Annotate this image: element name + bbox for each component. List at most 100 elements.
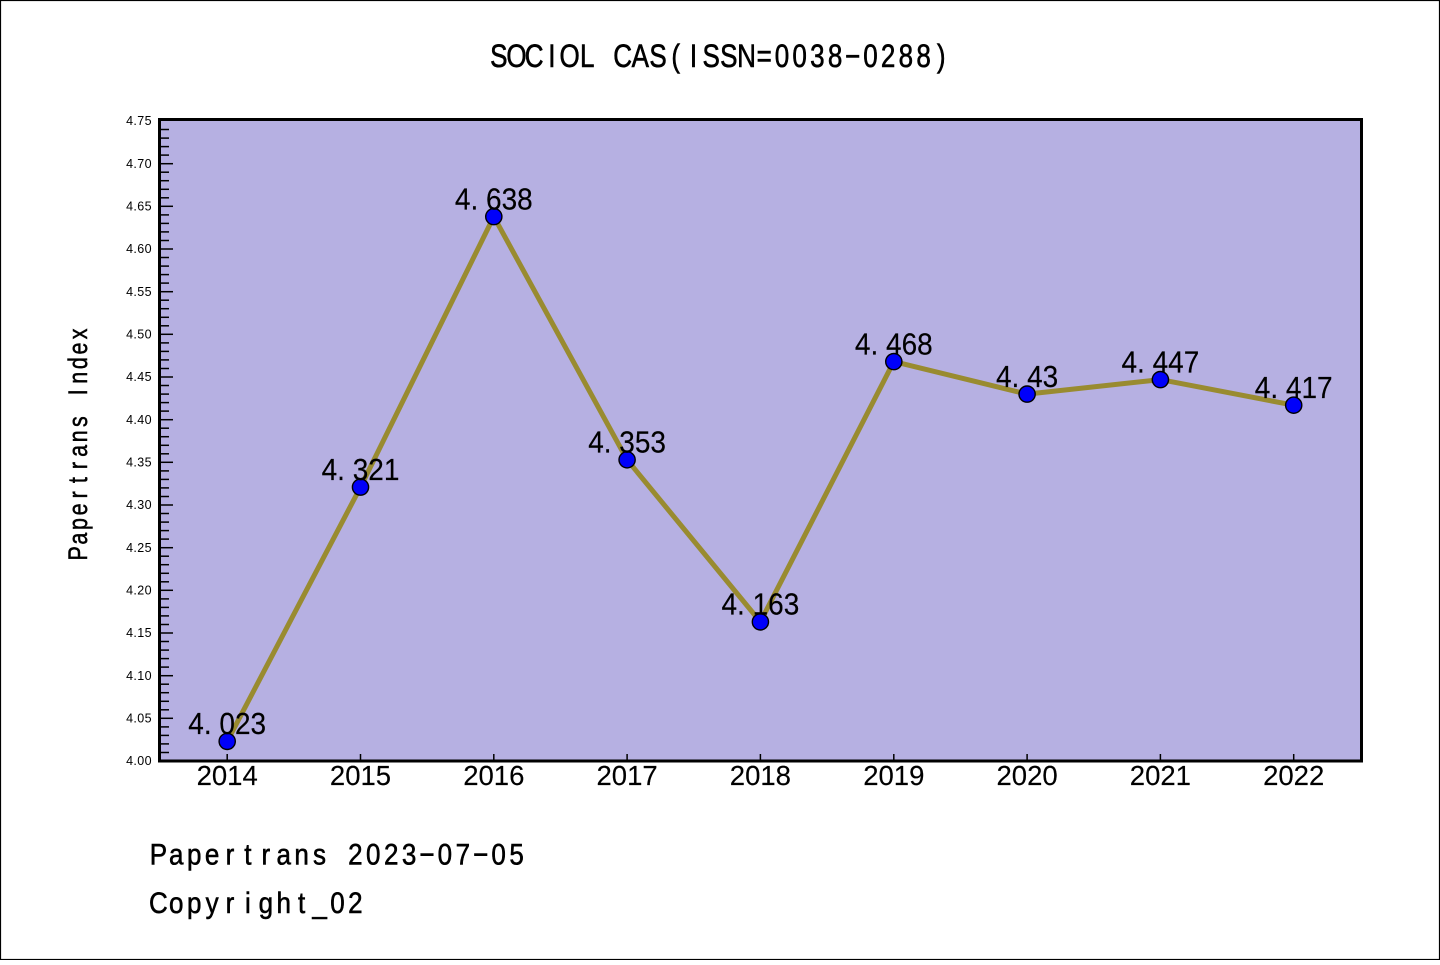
svg-text:o: o (169, 886, 183, 919)
svg-text:2: 2 (881, 39, 895, 74)
svg-text:_: _ (311, 886, 327, 919)
svg-text:2016: 2016 (463, 760, 524, 791)
svg-text:4.45: 4.45 (126, 370, 152, 384)
svg-text:A: A (632, 39, 650, 74)
svg-text:4. 468: 4. 468 (855, 327, 933, 361)
svg-text:(: ( (671, 39, 680, 74)
svg-text:P: P (150, 838, 167, 871)
svg-text:n: n (64, 372, 94, 384)
svg-text:0: 0 (491, 838, 505, 871)
svg-text:3: 3 (402, 838, 416, 871)
svg-text:i: i (245, 886, 251, 919)
svg-text:t: t (244, 838, 251, 871)
svg-text:e: e (64, 343, 94, 355)
svg-text:0: 0 (792, 39, 806, 74)
svg-text:2022: 2022 (1263, 760, 1324, 791)
svg-text:O: O (559, 39, 579, 74)
svg-text:4.35: 4.35 (126, 456, 152, 470)
svg-text:s: s (313, 838, 326, 871)
svg-text:4.30: 4.30 (126, 498, 152, 512)
svg-text:2018: 2018 (730, 760, 791, 791)
svg-text:2: 2 (348, 838, 362, 871)
svg-text:r: r (64, 462, 94, 469)
svg-text:0: 0 (438, 838, 452, 871)
svg-text:S: S (720, 39, 737, 74)
svg-text:p: p (187, 838, 201, 871)
svg-text:4. 353: 4. 353 (588, 426, 666, 460)
svg-text:0: 0 (863, 39, 877, 74)
svg-text:C: C (613, 39, 632, 74)
svg-text:L: L (580, 39, 594, 74)
svg-text:I: I (548, 39, 555, 74)
svg-text:4. 163: 4. 163 (722, 588, 800, 622)
svg-text:P: P (64, 546, 94, 560)
svg-text:I: I (690, 39, 697, 74)
svg-text:0: 0 (775, 39, 789, 74)
svg-text:4.75: 4.75 (126, 114, 152, 128)
svg-text:t: t (64, 477, 94, 483)
svg-text:4.65: 4.65 (126, 200, 152, 214)
svg-text:I: I (64, 389, 94, 395)
svg-text:0: 0 (366, 838, 380, 871)
svg-text:4. 638: 4. 638 (455, 182, 533, 216)
svg-text:4.55: 4.55 (126, 285, 152, 299)
svg-text:2: 2 (348, 886, 362, 919)
svg-text:4.50: 4.50 (126, 328, 152, 342)
svg-text:t: t (298, 886, 305, 919)
svg-text:a: a (276, 838, 291, 871)
svg-text:r: r (261, 838, 270, 871)
svg-text:n: n (294, 838, 308, 871)
svg-text:r: r (226, 838, 235, 871)
svg-text:a: a (169, 838, 184, 871)
svg-text:4. 321: 4. 321 (322, 453, 400, 487)
svg-text:h: h (276, 886, 290, 919)
svg-text:3: 3 (810, 39, 824, 74)
svg-text:g: g (259, 886, 273, 919)
svg-text:2019: 2019 (863, 760, 924, 791)
svg-text:s: s (64, 416, 94, 427)
svg-text:0: 0 (330, 886, 344, 919)
svg-text:y: y (206, 886, 219, 919)
svg-text:e: e (64, 503, 94, 515)
svg-text:2014: 2014 (197, 760, 258, 791)
svg-text:8: 8 (916, 39, 930, 74)
svg-text:a: a (64, 444, 94, 456)
svg-text:4.70: 4.70 (126, 157, 152, 171)
svg-text:2017: 2017 (597, 760, 658, 791)
svg-text:x: x (64, 329, 94, 340)
svg-text:C: C (525, 39, 544, 74)
svg-text:e: e (205, 838, 219, 871)
svg-text:4. 447: 4. 447 (1122, 345, 1200, 379)
svg-text:O: O (506, 39, 526, 74)
svg-text:S: S (490, 39, 507, 74)
svg-text:C: C (149, 886, 168, 919)
svg-text:8: 8 (828, 39, 842, 74)
svg-text:4.25: 4.25 (126, 541, 152, 555)
svg-text:2021: 2021 (1130, 760, 1191, 791)
svg-text:4.20: 4.20 (126, 584, 152, 598)
svg-text:7: 7 (456, 838, 470, 871)
svg-text:4. 023: 4. 023 (188, 707, 266, 741)
svg-text:r: r (64, 491, 94, 498)
svg-text:−: − (473, 838, 488, 871)
svg-text:8: 8 (899, 39, 913, 74)
svg-text:n: n (64, 430, 94, 442)
svg-text:−: − (419, 838, 434, 871)
svg-text:4.60: 4.60 (126, 242, 152, 256)
svg-text:a: a (64, 532, 94, 544)
svg-text:4.40: 4.40 (126, 413, 152, 427)
svg-text:2015: 2015 (330, 760, 391, 791)
svg-text:4.15: 4.15 (126, 626, 152, 640)
svg-text:2020: 2020 (997, 760, 1058, 791)
svg-text:p: p (187, 886, 201, 919)
svg-text:S: S (702, 39, 719, 74)
svg-text:r: r (226, 886, 235, 919)
svg-text:): ) (937, 39, 946, 74)
svg-text:4.00: 4.00 (126, 754, 152, 768)
svg-text:p: p (64, 518, 94, 530)
svg-text:d: d (64, 357, 94, 369)
svg-text:4.10: 4.10 (126, 669, 152, 683)
svg-text:S: S (649, 39, 666, 74)
svg-text:2: 2 (384, 838, 398, 871)
svg-text:−: − (845, 39, 860, 74)
